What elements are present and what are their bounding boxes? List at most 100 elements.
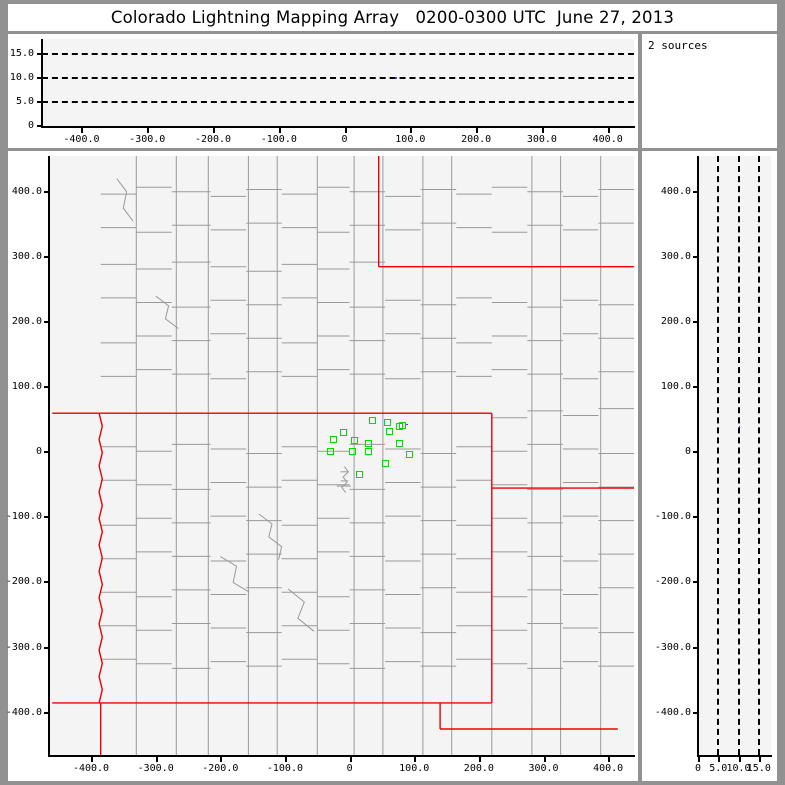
map-x-tick (414, 757, 417, 762)
lightning-source-marker (384, 418, 392, 426)
map-x-tick (220, 757, 223, 762)
altitude-ns-plot-area[interactable] (698, 156, 771, 755)
altitude-ns-y-tick (693, 646, 698, 649)
altitude-ns-x-tick-label: 10.0 (726, 763, 751, 774)
altitude-ns-x-tick (698, 757, 700, 762)
map-x-tick (91, 757, 94, 762)
altitude-plot-area[interactable] (42, 39, 634, 126)
county-line-mountains-1 (258, 513, 283, 560)
map-y-tick-label: 300.0 (11, 250, 42, 262)
lightning-source-marker (369, 416, 377, 424)
map-x-tick-label: -400.0 (72, 763, 110, 774)
altitude-ns-y-tick-label: 400.0 (660, 185, 691, 197)
altitude-ns-y-tick-label: 300.0 (660, 250, 691, 262)
map-x-tick-label: -100.0 (266, 763, 303, 774)
county-line-idaho-edge (116, 178, 134, 222)
map-x-tick (478, 757, 481, 762)
altitude-y-tick-label: 0 (27, 120, 34, 131)
plan-view-map-panel[interactable]: -400.0 -300.0 -200.0 -100.0 0 100.0 200.0 300.0… (5, 151, 638, 781)
map-y-tick-label: 0 (35, 446, 42, 458)
lightning-source-marker (364, 448, 372, 456)
lightning-source-marker (349, 448, 357, 456)
map-x-tick (284, 757, 287, 762)
altitude-x-tick (410, 128, 413, 133)
lightning-source-marker (327, 448, 335, 456)
altitude-ns-y-tick (693, 321, 698, 324)
altitude-ns-gridline (757, 156, 760, 755)
altitude-y-tick (37, 100, 42, 103)
map-y-tick (44, 646, 49, 649)
altitude-ns-x-tick (718, 757, 721, 762)
altitude-ns-x-tick-label: 0 (694, 763, 702, 774)
altitude-y-tick-label: 5.0 (15, 95, 34, 107)
altitude-gridline (42, 52, 634, 55)
altitude-ns-gridline (717, 156, 720, 755)
county-boundaries (100, 156, 634, 755)
map-x-tick (155, 757, 158, 762)
map-geography (52, 156, 634, 755)
altitude-y-tick (37, 76, 42, 79)
lightning-source-marker (329, 436, 337, 444)
altitude-y-tick-label: 10.0 (9, 71, 34, 83)
lightning-source-marker (395, 440, 403, 448)
altitude-ns-y-tick (693, 516, 698, 519)
altitude-x-tick (476, 128, 479, 133)
map-y-tick-label: 100.0 (11, 381, 42, 393)
altitude-ns-y-tick (693, 711, 698, 714)
map-source-point (406, 423, 408, 426)
map-plot-area[interactable] (49, 156, 634, 755)
altitude-ns-y-tick (693, 581, 698, 584)
altitude-x-tick-label: -300.0 (129, 134, 166, 145)
map-y-tick (44, 321, 49, 324)
altitude-ns-y-tick (693, 386, 698, 389)
altitude-ns-gridline (737, 156, 740, 755)
altitude-ns-y-tick-label: 100.0 (660, 381, 691, 393)
altitude-x-tick-label: -400.0 (63, 134, 100, 145)
county-line-wyoming-nw (155, 295, 179, 329)
map-y-tick-label: -200.0 (5, 576, 42, 588)
map-x-tick-label: 100.0 (399, 763, 430, 774)
map-y-tick (44, 255, 49, 258)
altitude-gridline (42, 100, 634, 103)
map-x-tick-label: -200.0 (202, 763, 239, 774)
altitude-y-tick (37, 52, 42, 55)
altitude-time-panel[interactable]: 0 5.0 10.0 15.0 -400.0 -300.0 -200.0 -100.0 0 100… (8, 34, 638, 148)
county-line-mountains-2 (220, 555, 250, 593)
altitude-ns-x-tick-label: 5.0 (709, 763, 728, 774)
altitude-x-tick (213, 128, 216, 133)
title-bar: Colorado Lightning Mapping Array 0200-03… (8, 4, 777, 31)
map-y-tick (44, 581, 49, 584)
altitude-north-south-panel[interactable]: 0 5.0 10.0 15.0 -400.0 -300.0 -200.0 -100.0 0 100… (642, 151, 777, 781)
map-x-tick (349, 757, 352, 762)
altitude-ns-source-point (738, 426, 741, 428)
altitude-x-tick (607, 128, 610, 133)
altitude-y-tick (37, 125, 42, 127)
altitude-x-tick-label: 0 (341, 134, 348, 145)
state-boundaries (52, 156, 634, 755)
altitude-ns-y-tick-label: -400.0 (654, 706, 691, 718)
lightning-source-marker (382, 460, 390, 468)
map-y-tick (44, 711, 49, 714)
lightning-source-marker (385, 427, 393, 435)
map-x-tick-label: 400.0 (593, 763, 624, 774)
county-line-mountains-3 (287, 588, 315, 632)
altitude-x-tick-label: 400.0 (592, 134, 623, 145)
map-x-tick (608, 757, 611, 762)
altitude-ns-y-tick-label: -300.0 (654, 641, 691, 653)
lightning-source-marker (356, 470, 364, 478)
county-line-front-range (341, 466, 349, 493)
altitude-x-tick-label: 100.0 (395, 134, 426, 145)
altitude-source-point (395, 77, 397, 79)
source-count-label: 2 sources (648, 39, 708, 52)
map-y-tick (44, 190, 49, 193)
map-y-tick-label: -400.0 (5, 706, 42, 718)
lightning-source-marker (339, 428, 347, 436)
altitude-x-tick (278, 128, 281, 133)
altitude-ns-x-axis (697, 755, 772, 757)
altitude-x-tick-label: 200.0 (461, 134, 492, 145)
altitude-ns-x-tick (758, 757, 761, 762)
lightning-source-marker (399, 422, 407, 430)
lightning-source-marker (350, 437, 358, 445)
altitude-ns-y-tick (693, 451, 698, 454)
